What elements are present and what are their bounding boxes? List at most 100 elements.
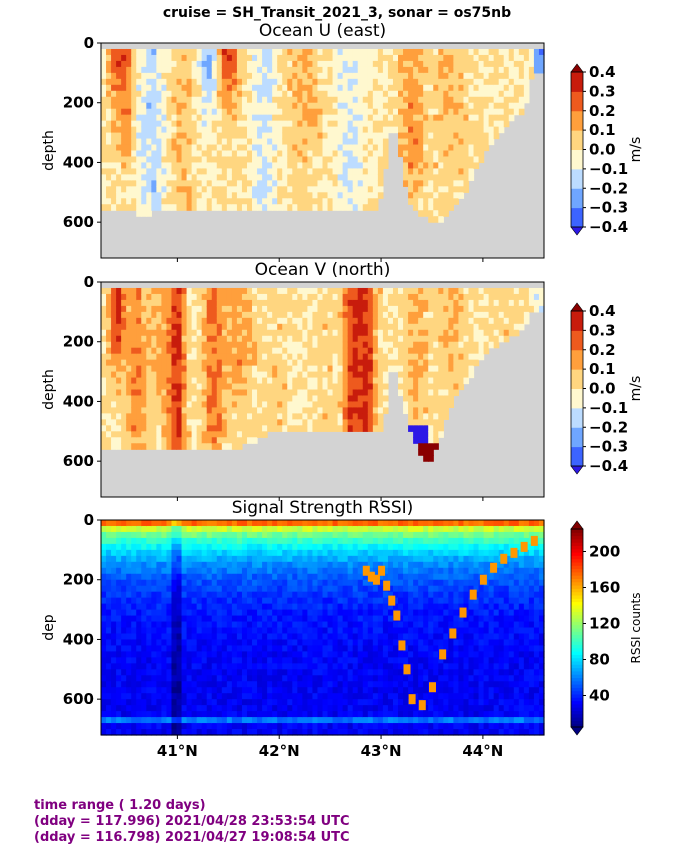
heatmap-cell: [357, 192, 364, 199]
heatmap-cell: [156, 377, 163, 385]
heatmap-cell: [302, 204, 308, 211]
heatmap-cell: [121, 561, 127, 569]
heatmap-cell: [297, 305, 303, 313]
heatmap-cell: [332, 407, 339, 414]
heatmap-cell: [176, 651, 183, 658]
heatmap-cell: [408, 156, 414, 164]
heatmap-cell: [433, 78, 439, 86]
heatmap-cell: [171, 377, 178, 385]
heatmap-cell: [116, 525, 122, 533]
heatmap-cell: [453, 54, 460, 62]
heatmap-cell: [126, 156, 132, 164]
heatmap-cell: [357, 389, 364, 397]
heatmap-cell: [131, 54, 137, 62]
heatmap-cell: [111, 555, 117, 563]
heatmap-cell: [131, 66, 137, 74]
heatmap-cell: [408, 365, 414, 373]
heatmap-cell: [106, 204, 112, 211]
heatmap-cell: [121, 78, 127, 86]
heatmap-cell: [116, 54, 122, 62]
heatmap-cell: [156, 663, 163, 670]
heatmap-cell: [116, 699, 122, 706]
heatmap-cell: [101, 579, 107, 587]
heatmap-cell: [307, 60, 314, 68]
heatmap-cell: [171, 192, 178, 199]
heatmap-cell: [307, 317, 314, 325]
heatmap-cell: [478, 48, 485, 56]
heatmap-cell: [226, 150, 233, 158]
heatmap-cell: [186, 651, 193, 658]
heatmap-cell: [413, 389, 419, 397]
heatmap-cell: [292, 48, 298, 56]
heatmap-cell: [246, 180, 253, 187]
heatmap-cell: [372, 114, 379, 122]
heatmap-cell: [201, 323, 208, 331]
heatmap-cell: [433, 443, 439, 450]
heatmap-cell: [398, 78, 404, 86]
heatmap-cell: [403, 156, 409, 164]
heatmap-cell: [428, 311, 434, 319]
heatmap-cell: [216, 543, 223, 551]
heatmap-cell: [126, 705, 132, 712]
heatmap-cell: [518, 108, 525, 116]
heatmap-cell: [252, 311, 258, 319]
heatmap-cell: [141, 192, 147, 199]
heatmap-cell: [332, 353, 339, 361]
heatmap-cell: [116, 126, 122, 134]
heatmap-cell: [131, 621, 137, 629]
heatmap-cell: [398, 102, 404, 110]
heatmap-cell: [352, 66, 359, 74]
heatmap-cell: [352, 377, 359, 385]
heatmap-cell: [106, 72, 112, 80]
heatmap-cell: [171, 431, 178, 438]
heatmap-cell: [307, 72, 314, 80]
heatmap-cell: [413, 395, 419, 403]
heatmap-cell: [191, 443, 198, 450]
heatmap-cell: [292, 293, 298, 301]
heatmap-cell: [292, 96, 298, 104]
heatmap-cell: [181, 675, 188, 682]
heatmap-cell: [382, 84, 389, 92]
heatmap-cell: [131, 365, 137, 373]
heatmap-cell: [423, 114, 429, 122]
heatmap-cell: [433, 132, 439, 140]
heatmap-cell: [101, 114, 107, 122]
heatmap-cell: [377, 329, 384, 337]
heatmap-cell: [101, 72, 107, 80]
heatmap-cell: [131, 299, 137, 307]
heatmap-cell: [382, 78, 389, 86]
heatmap-cell: [191, 633, 198, 641]
heatmap-cell: [372, 102, 379, 110]
heatmap-cell: [196, 377, 203, 385]
heatmap-cell: [473, 329, 480, 337]
heatmap-cell: [201, 78, 208, 86]
heatmap-cell: [317, 317, 324, 325]
heatmap-cell: [146, 204, 152, 211]
heatmap-cell: [428, 371, 434, 379]
heatmap-cell: [267, 180, 273, 187]
heatmap-cell: [262, 102, 268, 110]
heatmap-cell: [166, 353, 173, 361]
heatmap-cell: [176, 78, 183, 86]
heatmap-cell: [453, 84, 460, 92]
heatmap-cell: [483, 96, 490, 104]
heatmap-cell: [287, 66, 293, 74]
heatmap-cell: [176, 60, 183, 68]
heatmap-cell: [211, 78, 218, 86]
heatmap-cell: [433, 317, 439, 325]
heatmap-cell: [106, 443, 112, 450]
heatmap-cell: [181, 192, 188, 199]
heatmap-cell: [458, 180, 465, 187]
heatmap-cell: [267, 389, 273, 397]
heatmap-cell: [443, 329, 449, 337]
heatmap-cell: [211, 156, 218, 164]
heatmap-cell: [252, 437, 258, 444]
heatmap-cell: [156, 156, 163, 164]
heatmap-cell: [418, 329, 424, 337]
heatmap-cell: [367, 66, 374, 74]
heatmap-cell: [252, 138, 258, 146]
heatmap-cell: [342, 84, 349, 92]
heatmap-cell: [241, 317, 248, 325]
heatmap-cell: [272, 329, 278, 337]
heatmap-cell: [111, 138, 117, 146]
